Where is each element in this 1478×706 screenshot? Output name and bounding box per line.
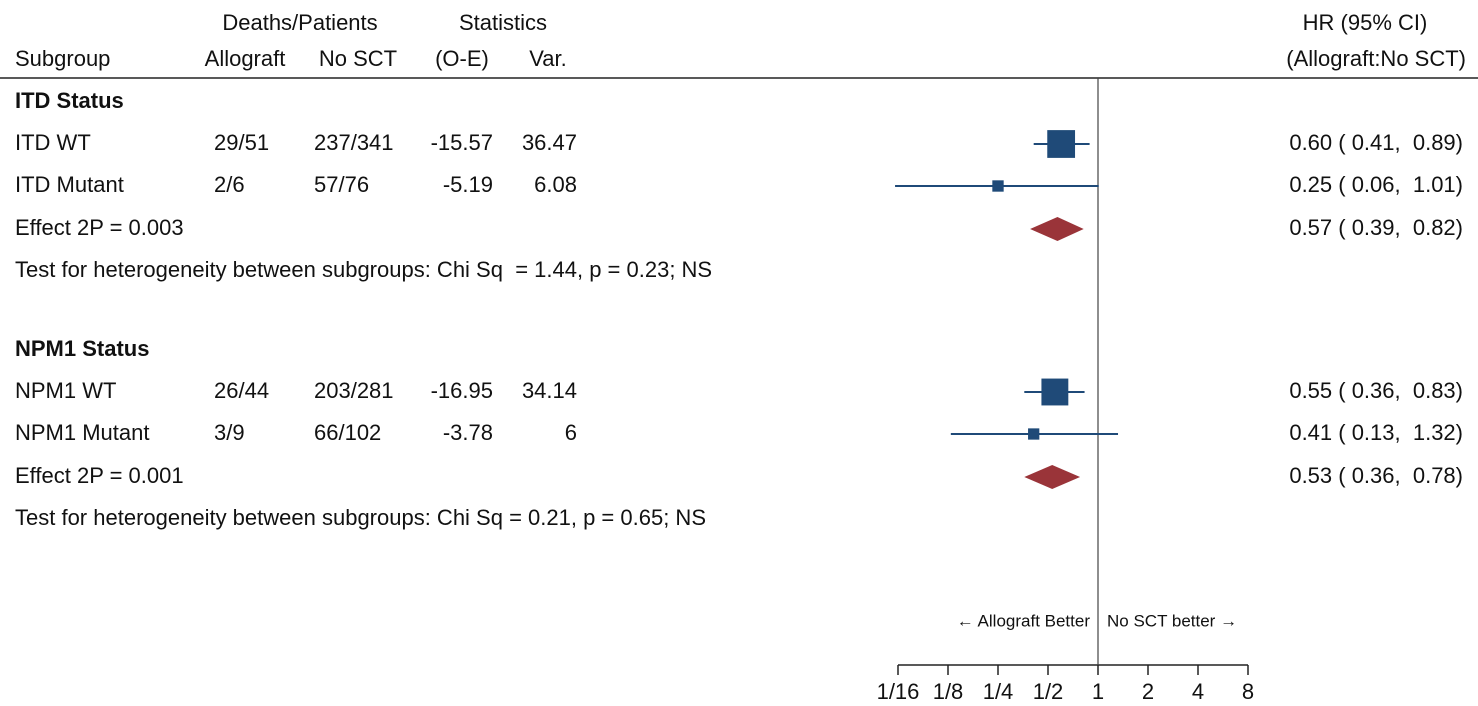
header: HR (95% CI) xyxy=(1303,10,1428,35)
hr-box xyxy=(1047,130,1076,158)
hr-label: 0.57 ( 0.39, 0.82) xyxy=(1289,215,1463,240)
x-tick-label: 1/8 xyxy=(933,679,964,704)
cell: 6.08 xyxy=(534,172,577,197)
hr-box xyxy=(1041,378,1069,406)
cell: 3/9 xyxy=(214,420,245,445)
cell: 26/44 xyxy=(214,378,269,403)
annotation: ← Allograft Better xyxy=(957,611,1091,630)
cell: 29/51 xyxy=(214,130,269,155)
row-label: ITD WT xyxy=(15,130,91,155)
heterogeneity: Test for heterogeneity between subgroups… xyxy=(15,505,706,530)
cell: 66/102 xyxy=(314,420,381,445)
cell: 36.47 xyxy=(522,130,577,155)
header: Subgroup xyxy=(15,46,110,71)
x-tick-label: 1 xyxy=(1092,679,1104,704)
cell: -16.95 xyxy=(431,378,493,403)
header: Allograft xyxy=(205,46,286,71)
cell: -5.19 xyxy=(443,172,493,197)
header: Statistics xyxy=(459,10,547,35)
effect-label: Effect 2P = 0.001 xyxy=(15,463,184,488)
cell: 57/76 xyxy=(314,172,369,197)
heterogeneity: Test for heterogeneity between subgroups… xyxy=(15,257,712,282)
hr-label: 0.55 ( 0.36, 0.83) xyxy=(1289,378,1463,403)
cell: -15.57 xyxy=(431,130,493,155)
cell: 6 xyxy=(565,420,577,445)
header: Var. xyxy=(529,46,567,71)
header: (O-E) xyxy=(435,46,489,71)
row-label: NPM1 Mutant xyxy=(15,420,150,445)
x-tick-label: 1/4 xyxy=(983,679,1014,704)
x-tick-label: 8 xyxy=(1242,679,1254,704)
group-title: NPM1 Status xyxy=(15,336,149,361)
cell: 34.14 xyxy=(522,378,577,403)
cell: 237/341 xyxy=(314,130,394,155)
x-tick-label: 1/2 xyxy=(1033,679,1064,704)
hr-label: 0.60 ( 0.41, 0.89) xyxy=(1289,130,1463,155)
cell: 203/281 xyxy=(314,378,394,403)
row-label: NPM1 WT xyxy=(15,378,116,403)
effect-label: Effect 2P = 0.003 xyxy=(15,215,184,240)
annotation: No SCT better → xyxy=(1107,611,1237,630)
hr-box xyxy=(1028,428,1040,440)
cell: 2/6 xyxy=(214,172,245,197)
x-tick-label: 2 xyxy=(1142,679,1154,704)
hr-label: 0.53 ( 0.36, 0.78) xyxy=(1289,463,1463,488)
effect-diamond xyxy=(1024,465,1081,489)
hr-box xyxy=(992,180,1004,192)
group-title: ITD Status xyxy=(15,88,124,113)
hr-label: 0.41 ( 0.13, 1.32) xyxy=(1289,420,1463,445)
x-tick-label: 4 xyxy=(1192,679,1204,704)
hr-label: 0.25 ( 0.06, 1.01) xyxy=(1289,172,1463,197)
header: No SCT xyxy=(319,46,397,71)
header: (Allograft:No SCT) xyxy=(1286,46,1466,71)
row-label: ITD Mutant xyxy=(15,172,124,197)
header: Deaths/Patients xyxy=(222,10,377,35)
effect-diamond xyxy=(1030,217,1084,241)
cell: -3.78 xyxy=(443,420,493,445)
x-tick-label: 1/16 xyxy=(877,679,920,704)
